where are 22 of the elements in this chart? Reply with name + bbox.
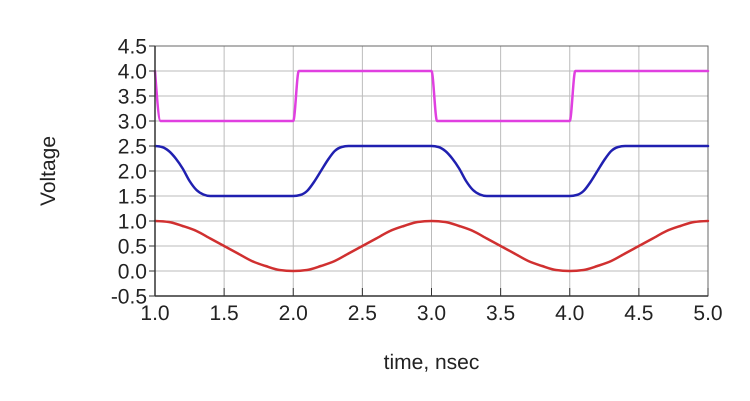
y-tick-label: 1.5 [118,185,147,208]
y-tick-label: 0.0 [118,260,147,284]
y-tick-label: 4.0 [118,60,147,84]
y-tick-label: 2.5 [118,135,147,158]
x-tick-label: 1.5 [210,302,239,325]
y-tick-label: 0.5 [118,235,147,258]
x-tick-label: 5.0 [693,302,723,325]
x-tick-label: 4.5 [624,302,654,325]
x-axis-title: time, nsec [384,351,480,374]
y-tick-label: 3.5 [118,85,147,108]
x-tick-label: 3.5 [486,302,516,325]
y-axis-title: Voltage [37,136,60,206]
x-tick-label: 3.0 [416,302,446,325]
y-tick-label: 2.0 [118,160,147,184]
y-tick-label: 1.0 [118,210,147,234]
y-tick-label: 3.0 [118,110,147,134]
y-tick-label: 4.5 [118,35,147,58]
line-series [154,220,710,272]
x-tick-label: 4.0 [555,302,584,325]
line-series [154,144,710,198]
x-tick-label: 2.5 [348,302,377,325]
x-tick-label: 2.0 [278,302,308,325]
